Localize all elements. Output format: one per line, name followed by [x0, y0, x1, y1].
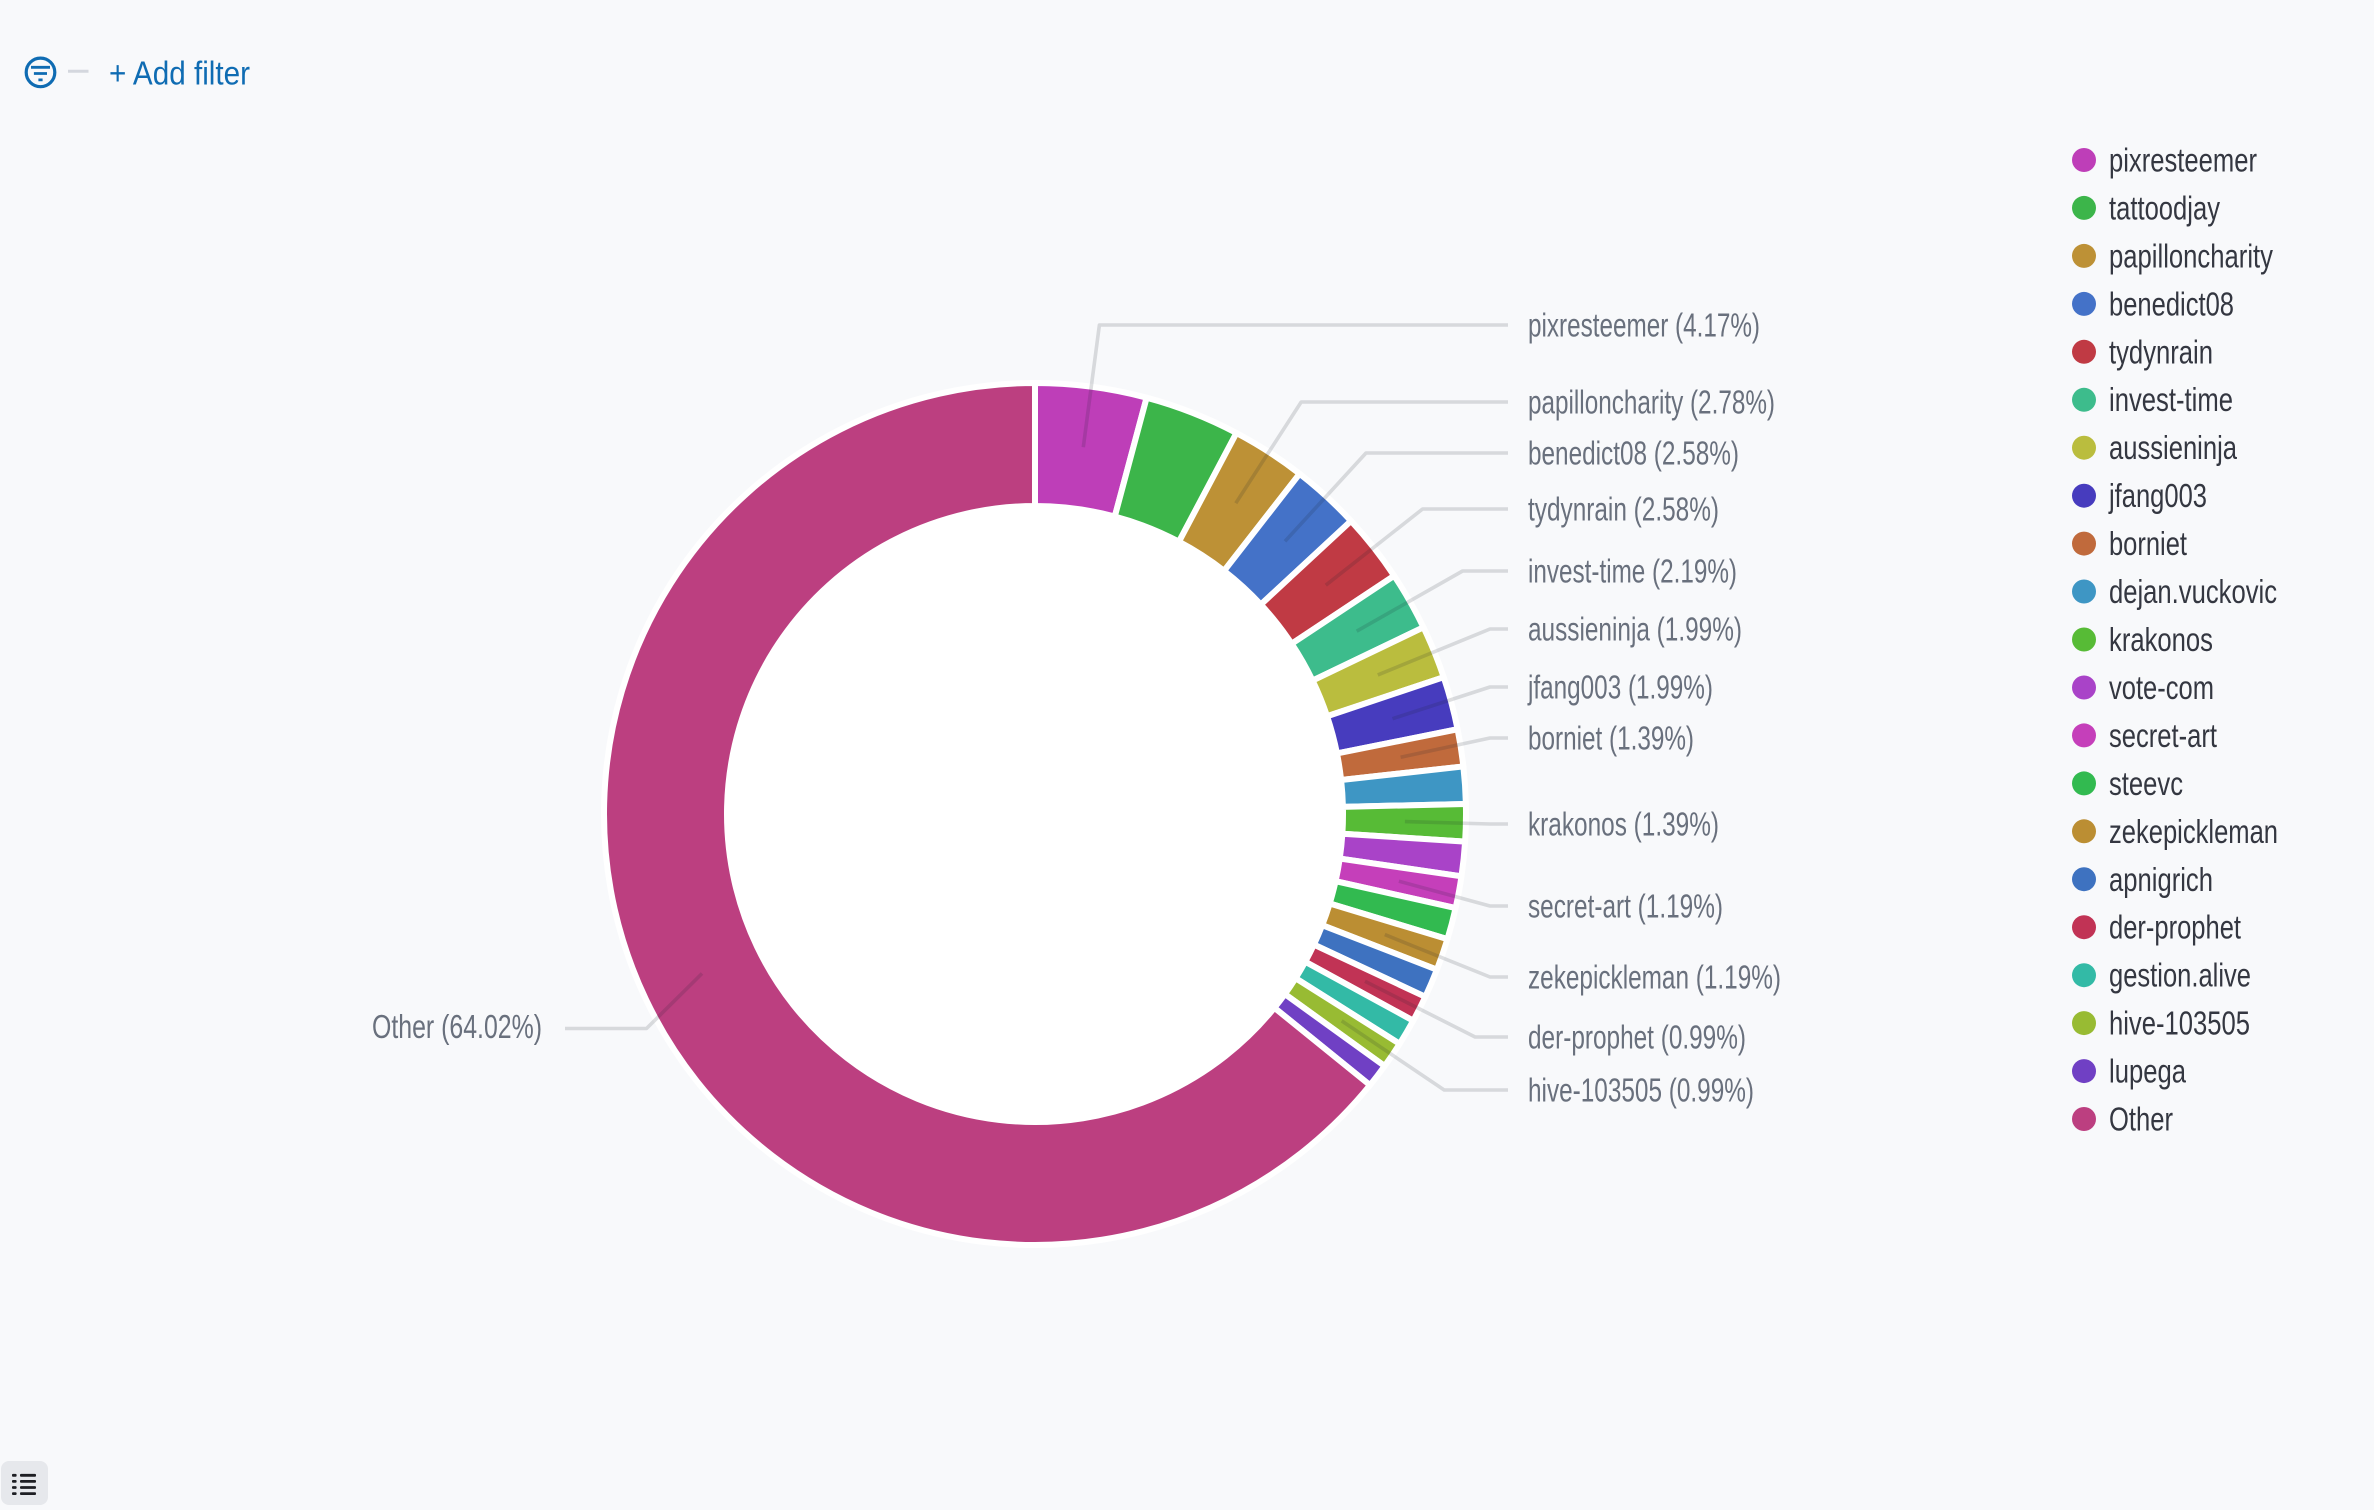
svg-text:pixresteemer: pixresteemer	[2109, 142, 2257, 179]
svg-text:jfang003 (1.99%): jfang003 (1.99%)	[1527, 669, 1713, 706]
svg-text:jfang003: jfang003	[2108, 477, 2207, 514]
svg-text:aussieninja (1.99%): aussieninja (1.99%)	[1528, 611, 1742, 648]
svg-text:papilloncharity (2.78%): papilloncharity (2.78%)	[1528, 384, 1775, 421]
svg-text:benedict08 (2.58%): benedict08 (2.58%)	[1528, 435, 1739, 472]
svg-text:zekepickleman (1.19%): zekepickleman (1.19%)	[1528, 959, 1781, 996]
svg-text:pixresteemer (4.17%): pixresteemer (4.17%)	[1528, 307, 1760, 344]
svg-text:vote-com: vote-com	[2109, 669, 2214, 706]
svg-text:krakonos: krakonos	[2109, 621, 2213, 658]
svg-text:borniet (1.39%): borniet (1.39%)	[1528, 720, 1694, 757]
svg-text:invest-time: invest-time	[2109, 381, 2233, 418]
svg-text:apnigrich: apnigrich	[2109, 861, 2213, 898]
svg-text:zekepickleman: zekepickleman	[2109, 813, 2278, 850]
svg-text:der-prophet (0.99%): der-prophet (0.99%)	[1528, 1019, 1746, 1056]
svg-text:invest-time (2.19%): invest-time (2.19%)	[1528, 553, 1737, 590]
svg-text:papilloncharity: papilloncharity	[2109, 237, 2273, 274]
svg-text:Other (64.02%): Other (64.02%)	[372, 1008, 542, 1045]
svg-text:tydynrain (2.58%): tydynrain (2.58%)	[1528, 491, 1719, 528]
svg-text:der-prophet: der-prophet	[2109, 909, 2241, 946]
svg-text:krakonos (1.39%): krakonos (1.39%)	[1528, 806, 1719, 843]
svg-text:hive-103505 (0.99%): hive-103505 (0.99%)	[1528, 1072, 1754, 1109]
svg-text:benedict08: benedict08	[2109, 285, 2234, 322]
svg-text:secret-art: secret-art	[2109, 717, 2217, 754]
svg-text:steevc: steevc	[2109, 765, 2183, 802]
svg-text:borniet: borniet	[2109, 525, 2187, 562]
svg-text:Other: Other	[2109, 1101, 2173, 1138]
svg-text:hive-103505: hive-103505	[2109, 1005, 2250, 1042]
svg-text:lupega: lupega	[2109, 1053, 2186, 1090]
svg-text:secret-art (1.19%): secret-art (1.19%)	[1528, 888, 1723, 925]
svg-text:tattoodjay: tattoodjay	[2109, 189, 2220, 226]
svg-text:+ Add filter: + Add filter	[109, 55, 250, 92]
svg-text:gestion.alive: gestion.alive	[2109, 957, 2251, 994]
svg-text:aussieninja: aussieninja	[2109, 429, 2237, 466]
svg-text:dejan.vuckovic: dejan.vuckovic	[2109, 573, 2277, 610]
svg-text:tydynrain: tydynrain	[2109, 333, 2213, 370]
